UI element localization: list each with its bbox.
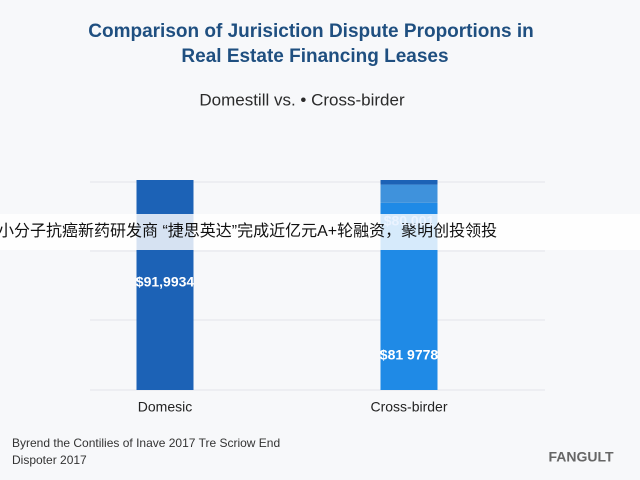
value-labels: $91,9934 $81 9778 $80,001 (136, 213, 439, 363)
bar-segment (380, 180, 438, 185)
banner-bg (0, 214, 640, 250)
chart-title: Comparison of Jurisiction Dispute Propor… (88, 21, 533, 42)
footer: Byrend the Contilies of Inave 2017 Tre S… (12, 436, 280, 450)
value-label: $80,001 (384, 213, 435, 229)
banner-text: 小分子抗癌新药研发商 “捷思英达”完成近亿元A+轮融资，聚明创投领投 (0, 222, 497, 240)
watermark: FANGULT (548, 449, 614, 465)
x-tick-label: Cross-birder (370, 399, 447, 415)
chart-title: Real Estate Financing Leases (181, 46, 448, 67)
footer: Dispoter 2017 (12, 453, 87, 467)
bar-segment (380, 184, 438, 203)
value-label: $81 9778 (380, 347, 439, 363)
chart-subtitle: Domestill vs. • Cross-birder (199, 90, 405, 109)
value-label: $91,9934 (136, 274, 195, 290)
x-tick-label: Domesic (138, 399, 192, 415)
